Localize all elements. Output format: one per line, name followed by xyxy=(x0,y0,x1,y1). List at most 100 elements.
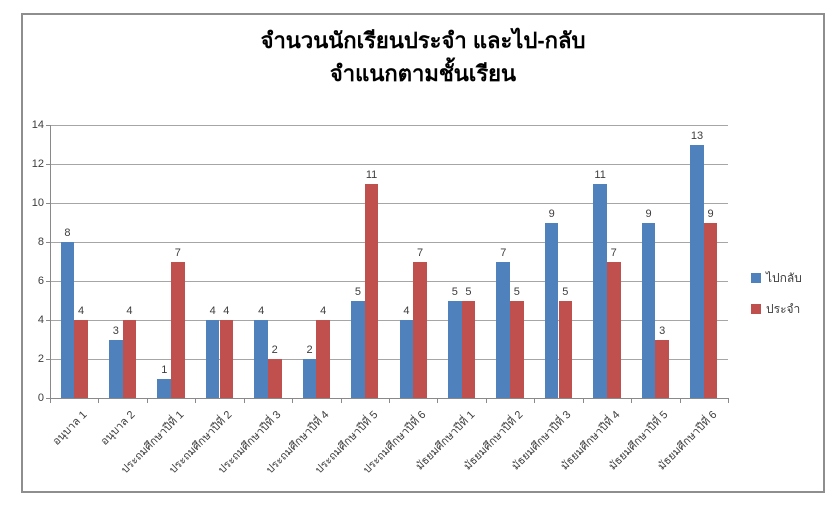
bar-ประจำ xyxy=(171,261,185,398)
y-axis-tick-label: 12 xyxy=(31,158,44,170)
bar-value-label: 9 xyxy=(707,207,714,220)
bar-ไปกลับ xyxy=(448,300,462,398)
bar-ประจำ xyxy=(413,261,427,398)
bar-value-label: 4 xyxy=(77,305,85,317)
bar-value-label: 9 xyxy=(645,207,652,220)
x-axis-tick xyxy=(631,399,633,403)
legend-item-ไปกลับ: ไปกลับ xyxy=(751,268,802,288)
y-axis-line xyxy=(50,125,51,399)
bar-value-label: 7 xyxy=(416,246,424,259)
y-axis-tick xyxy=(46,359,50,360)
bar-value-label: 1 xyxy=(161,363,168,376)
legend-label: ไปกลับ xyxy=(766,270,802,285)
gridline xyxy=(51,125,728,126)
bar-ไปกลับ xyxy=(205,320,220,398)
bar-ประจำ xyxy=(703,222,718,398)
x-axis-tick xyxy=(195,399,197,403)
bar-ไปกลับ xyxy=(351,300,365,398)
chart-title-line1: จำนวนนักเรียนประจำ และไป-กลับ xyxy=(260,28,586,53)
y-axis-tick-label: 6 xyxy=(37,275,44,287)
bar-value-label: 4 xyxy=(403,305,410,317)
bar-value-label: 2 xyxy=(306,344,313,356)
y-axis-tick-label: 2 xyxy=(37,353,44,365)
bar-value-label: 4 xyxy=(209,305,216,317)
gridline xyxy=(51,242,728,243)
x-axis-tick xyxy=(340,399,342,403)
x-axis-tick xyxy=(485,399,487,403)
bar-ไปกลับ xyxy=(593,183,607,398)
y-axis-tick-label: 10 xyxy=(31,197,44,209)
legend-label: ประจำ xyxy=(766,301,801,316)
bar-value-label: 5 xyxy=(451,285,458,298)
y-axis-tick xyxy=(46,281,50,282)
bar-ประจำ xyxy=(364,183,379,398)
bar-ไปกลับ xyxy=(254,320,268,398)
bar-ไปกลับ xyxy=(109,339,123,398)
bar-value-label: 9 xyxy=(548,207,555,220)
bar-ประจำ xyxy=(655,339,669,398)
gridline xyxy=(51,281,728,282)
bar-value-label: 5 xyxy=(465,285,472,298)
x-axis-tick xyxy=(146,399,148,403)
bar-value-label: 4 xyxy=(223,305,230,317)
bar-value-label: 8 xyxy=(64,227,71,239)
x-axis-tick xyxy=(679,399,681,403)
bar-value-label: 5 xyxy=(562,285,569,298)
bar-ไปกลับ xyxy=(496,261,511,398)
bar-ไปกลับ xyxy=(690,144,704,398)
x-axis-tick xyxy=(243,399,245,403)
y-axis-tick-label: 0 xyxy=(37,392,44,404)
bar-value-label: 5 xyxy=(513,285,520,298)
bar-ประจำ xyxy=(510,300,524,398)
y-axis-tick xyxy=(46,164,50,165)
y-axis-tick-label: 14 xyxy=(31,119,44,131)
y-axis-tick xyxy=(46,320,50,321)
y-axis-tick xyxy=(46,398,50,399)
bar-value-label: 4 xyxy=(320,305,327,317)
y-axis-tick xyxy=(46,242,50,243)
bar-ไปกลับ xyxy=(302,359,317,398)
bar-ไปกลับ xyxy=(544,222,559,398)
bar-ไปกลับ xyxy=(60,242,75,398)
legend-swatch-icon xyxy=(751,304,761,314)
x-axis-tick xyxy=(292,399,294,403)
bar-ไปกลับ xyxy=(641,222,656,398)
x-axis-tick xyxy=(98,399,100,403)
bar-ประจำ xyxy=(74,320,88,398)
bar-value-label: 2 xyxy=(271,344,278,356)
y-axis-tick xyxy=(46,203,50,204)
legend-swatch-icon xyxy=(751,273,761,283)
x-axis-tick xyxy=(582,399,584,403)
chart-title-line2: จำแนกตามชั้นเรียน xyxy=(329,61,517,86)
bar-value-label: 13 xyxy=(690,129,704,142)
y-axis-tick xyxy=(46,125,50,126)
bar-value-label: 3 xyxy=(659,324,666,337)
bar-ประจำ xyxy=(219,320,234,398)
legend: ไปกลับประจำ xyxy=(751,268,802,330)
gridline xyxy=(51,203,728,204)
bar-ประจำ xyxy=(267,359,282,398)
legend-item-ประจำ: ประจำ xyxy=(751,299,802,319)
y-axis-tick-label: 4 xyxy=(37,314,44,326)
x-axis-line xyxy=(50,398,729,399)
bar-value-label: 7 xyxy=(174,246,181,259)
bar-ประจำ xyxy=(558,300,573,398)
bar-ประจำ xyxy=(316,320,330,398)
bar-value-label: 4 xyxy=(126,305,133,317)
chart-title: จำนวนนักเรียนประจำ และไป-กลับ จำแนกตามชั… xyxy=(21,24,825,90)
bar-value-label: 7 xyxy=(500,246,507,259)
bar-ประจำ xyxy=(122,320,137,398)
gridline xyxy=(51,164,728,165)
y-axis-tick-label: 8 xyxy=(37,236,44,248)
gridline xyxy=(51,359,728,360)
bar-ไปกลับ xyxy=(399,320,414,398)
bar-value-label: 11 xyxy=(594,168,606,181)
bar-value-label: 4 xyxy=(258,305,265,317)
bar-ประจำ xyxy=(461,300,476,398)
x-axis-tick xyxy=(437,399,439,403)
x-axis-tick xyxy=(534,399,536,403)
x-axis-tick xyxy=(50,399,51,403)
bar-value-label: 11 xyxy=(365,168,378,181)
x-axis-tick xyxy=(728,399,729,403)
